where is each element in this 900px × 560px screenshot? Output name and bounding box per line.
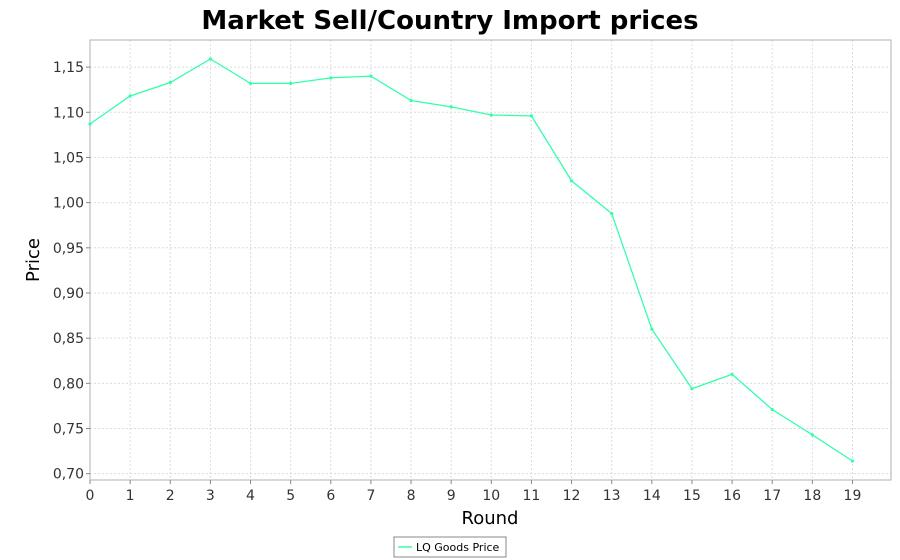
series-layer — [88, 57, 855, 463]
data-point — [449, 105, 453, 109]
series-line-lq-goods-price — [89, 58, 853, 462]
data-point — [128, 94, 132, 98]
x-axis-ticks: 0 1 2 3 4 5 6 7 8 9 10 11 12 13 14 15 16 17 18 19 — [86, 480, 862, 504]
x-tick-label: 19 — [844, 488, 862, 504]
data-point — [810, 433, 814, 437]
data-point — [409, 98, 413, 103]
data-point — [690, 387, 694, 391]
y-tick-label: 0,95 — [53, 241, 84, 257]
data-point — [369, 74, 373, 78]
y-tick-label: 0,70 — [53, 467, 84, 483]
x-tick-label: 9 — [447, 488, 456, 504]
legend-label-lq-goods-price: LQ Goods Price — [416, 541, 500, 554]
x-axis-label: Round — [462, 508, 519, 529]
data-point — [329, 76, 333, 80]
x-tick-label: 18 — [803, 488, 821, 504]
data-point — [730, 372, 734, 376]
grid-lines — [89, 40, 891, 480]
data-point — [770, 407, 774, 412]
x-tick-label: 7 — [366, 488, 375, 504]
y-tick-label: 1,10 — [53, 105, 84, 121]
x-tick-label: 13 — [603, 488, 621, 504]
chart-title: Market Sell/Country Import prices — [201, 6, 698, 36]
x-tick-label: 4 — [246, 488, 255, 504]
data-point — [248, 81, 253, 85]
data-point — [850, 459, 855, 463]
data-point — [289, 81, 293, 85]
x-tick-label: 1 — [126, 488, 135, 504]
y-axis-label: Price — [23, 238, 44, 282]
y-tick-label: 0,80 — [53, 376, 84, 392]
data-point — [569, 179, 574, 183]
data-point — [529, 114, 534, 118]
y-tick-label: 1,05 — [53, 150, 84, 166]
data-point — [168, 80, 172, 85]
data-point — [610, 211, 614, 216]
x-tick-label: 10 — [482, 488, 500, 504]
x-tick-label: 15 — [683, 488, 701, 504]
x-tick-label: 16 — [723, 488, 741, 504]
x-tick-label: 11 — [523, 488, 541, 504]
x-tick-label: 6 — [326, 488, 335, 504]
y-tick-label: 1,15 — [53, 60, 84, 76]
data-point — [489, 113, 493, 117]
y-tick-label: 0,85 — [53, 331, 84, 347]
x-tick-label: 2 — [166, 488, 175, 504]
legend: LQ Goods Price — [393, 536, 507, 558]
y-tick-label: 1,00 — [53, 196, 84, 212]
y-tick-label: 0,90 — [53, 286, 84, 302]
x-tick-label: 14 — [643, 488, 661, 504]
x-tick-label: 17 — [763, 488, 781, 504]
x-tick-label: 12 — [563, 488, 581, 504]
plot-area — [89, 39, 892, 481]
x-tick-label: 8 — [407, 488, 416, 504]
y-axis-ticks: 0,70 0,75 0,80 0,85 0,90 0,95 1,00 1,05 1,10 1,15 — [53, 60, 90, 483]
y-tick-label: 0,75 — [53, 422, 84, 438]
x-tick-label: 3 — [206, 488, 215, 504]
data-point — [88, 122, 92, 126]
x-tick-label: 5 — [286, 488, 295, 504]
data-point — [208, 57, 212, 61]
x-tick-label: 0 — [86, 488, 95, 504]
legend-box — [393, 536, 507, 558]
data-point — [650, 327, 654, 331]
